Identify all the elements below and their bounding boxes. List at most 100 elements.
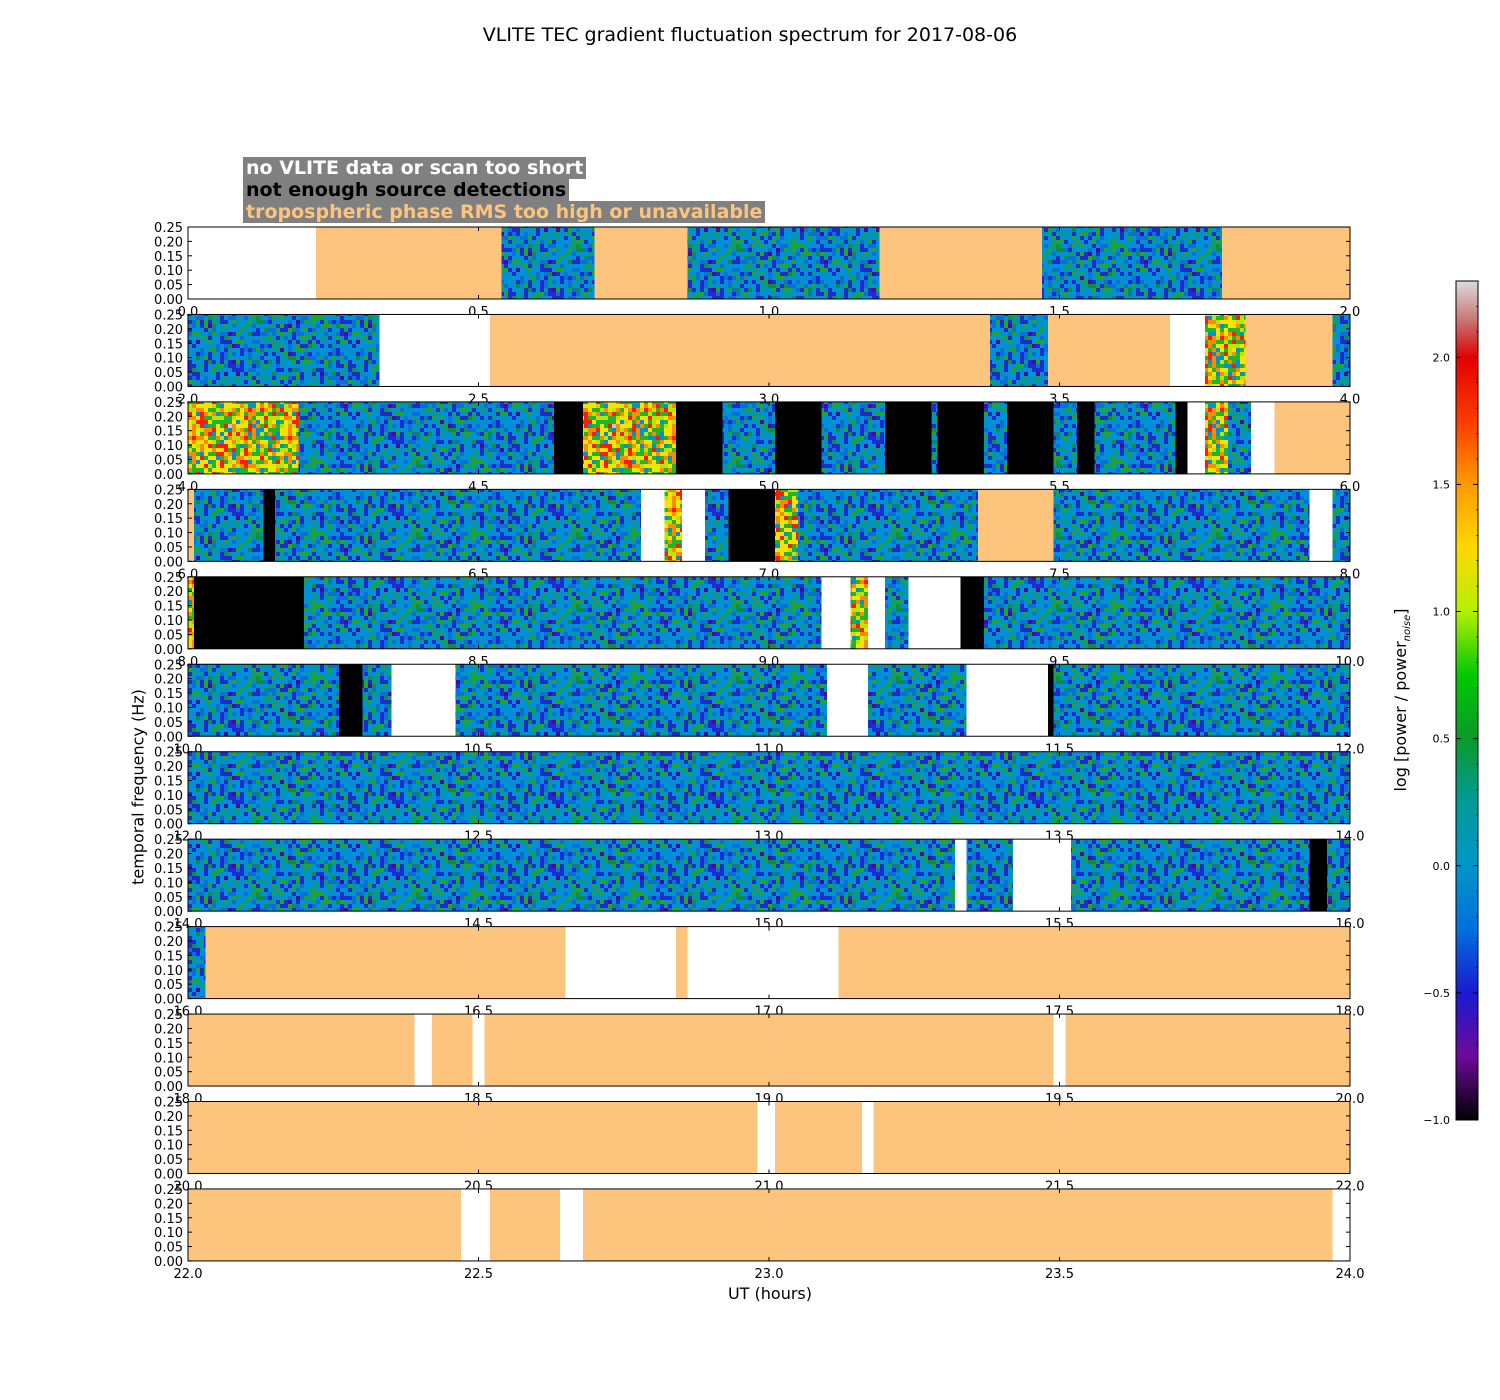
segment-data [1332, 489, 1350, 562]
colorbar-tick-label: −1.0 [1423, 1114, 1450, 1127]
segment-black [885, 401, 932, 474]
segment-black [937, 401, 984, 474]
y-tick-label: 0.10 [154, 614, 183, 629]
y-tick-label: 0.10 [154, 964, 183, 979]
y-tick-label: 0.05 [154, 454, 183, 469]
y-tick-label: 0.05 [154, 891, 183, 906]
segment-black [1175, 401, 1188, 474]
segment-white [641, 489, 665, 562]
colorbar-label: log [power / powernoise] [1391, 608, 1413, 791]
segment-hot [188, 576, 194, 649]
x-tick-label: 22.0 [174, 1267, 203, 1282]
segment-data [455, 664, 828, 737]
segment-data [989, 314, 1048, 387]
segment-tan [490, 314, 990, 387]
y-tick-label: 0.20 [154, 760, 183, 775]
segment-white [861, 1101, 874, 1174]
segment-white [681, 489, 706, 562]
y-tick-label: 0.05 [154, 716, 183, 731]
y-tick-label: 0.15 [154, 1037, 183, 1052]
segment-tan [978, 489, 1054, 562]
y-tick-label: 0.25 [154, 396, 183, 411]
y-tick-label: 0.20 [154, 935, 183, 950]
colorbar-label-end: ] [1390, 608, 1410, 615]
panel-11: 0.000.050.100.150.200.25 22.0 22.5 23.0 23.5… [154, 1183, 1364, 1282]
segment-tan [594, 227, 688, 299]
segment-data [687, 227, 880, 299]
segment-hot [664, 489, 682, 562]
segment-white [966, 664, 1048, 737]
segment-data [867, 664, 967, 737]
y-tick-label: 0.05 [154, 279, 183, 294]
x-tick-label: 24.0 [1336, 1267, 1365, 1282]
segment-data [1053, 664, 1350, 737]
segment-data [298, 401, 555, 474]
segment-data [275, 489, 642, 562]
colorbar-gradient [1455, 280, 1479, 1121]
segment-data [188, 926, 206, 999]
y-tick-label: 0.00 [154, 1080, 183, 1095]
segment-tan [676, 926, 688, 999]
segment-tan [1065, 1014, 1350, 1087]
segment-white [1332, 1188, 1350, 1261]
y-tick-label: 0.10 [154, 264, 183, 279]
y-tick-label: 0.20 [154, 1110, 183, 1125]
y-tick-label: 0.25 [154, 1096, 183, 1111]
legend-item-not-enough-detections: not enough source detections [243, 179, 570, 201]
y-tick-label: 0.15 [154, 425, 183, 440]
y-tick-label: 0.05 [154, 541, 183, 556]
y-tick-label: 0.00 [154, 993, 183, 1008]
y-tick-label: 0.10 [154, 1226, 183, 1241]
segment-data [966, 839, 1014, 912]
segment-white [379, 314, 491, 387]
y-tick-label: 0.00 [154, 380, 183, 395]
y-tick-label: 0.25 [154, 1183, 183, 1198]
y-tick-label: 0.00 [154, 1255, 183, 1270]
colorbar-tick-label: 1.0 [1433, 606, 1451, 619]
segment-black [1007, 401, 1054, 474]
y-tick-label: 0.05 [154, 1241, 183, 1256]
segment-white [867, 576, 886, 649]
x-axis-label: UT (hours) [727, 1284, 813, 1303]
segment-white [472, 1014, 485, 1087]
segment-black [1076, 401, 1095, 474]
y-tick-label: 0.20 [154, 673, 183, 688]
segment-white [1013, 839, 1072, 912]
segment-black [960, 576, 984, 649]
segment-white [559, 1188, 584, 1261]
segment-data [1053, 401, 1077, 474]
legend-item-no-data: no VLITE data or scan too short [243, 157, 587, 179]
segment-tan [432, 1014, 473, 1087]
segment-tan [583, 1188, 1333, 1261]
y-tick-label: 0.25 [154, 308, 183, 323]
y-tick-label: 0.20 [154, 848, 183, 863]
legend-item-troposphere: tropospheric phase RMS too high or unava… [243, 201, 766, 223]
y-tick-label: 0.05 [154, 1153, 183, 1168]
segment-hot [1204, 401, 1228, 474]
segment-tan [1222, 227, 1350, 299]
y-axis-label: temporal frequency (Hz) [128, 689, 148, 885]
y-tick-label: 0.15 [154, 512, 183, 527]
y-tick-label: 0.15 [154, 337, 183, 352]
x-tick-label: 23.5 [1045, 1267, 1074, 1282]
y-tick-label: 0.15 [154, 949, 183, 964]
y-tick-label: 0.15 [154, 1212, 183, 1227]
y-tick-label: 0.10 [154, 701, 183, 716]
colorbar-label-subscript: noise [1402, 614, 1414, 642]
y-tick-label: 0.05 [154, 628, 183, 643]
y-tick-label: 0.25 [154, 658, 183, 673]
segment-tan [774, 1101, 862, 1174]
panel-3: 0.000.050.100.150.200.256.0 6.5 7.0 7.5 8.0 [154, 483, 1360, 582]
segment-black [728, 489, 775, 562]
segment-black [1047, 664, 1054, 737]
y-tick-label: 0.25 [154, 1008, 183, 1023]
segment-data [1332, 314, 1350, 387]
segment-tan [188, 489, 194, 562]
panel-4: 0.000.050.100.150.200.258.0 8.5 9.0 9.5 10.0 [154, 571, 1364, 670]
segment-white [821, 576, 851, 649]
segment-data [362, 664, 392, 737]
segment-hot [774, 489, 799, 562]
